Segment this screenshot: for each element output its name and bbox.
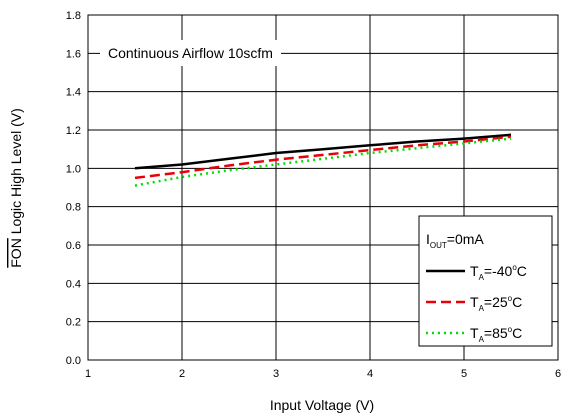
x-tick-label: 4	[367, 368, 373, 380]
x-tick-labels: 1 2 3 4 5 6	[85, 368, 561, 380]
y-tick-label: 0.2	[66, 317, 81, 329]
y-axis-label: FON Logic High Level (V)	[8, 108, 24, 268]
y-tick-label: 1.2	[66, 125, 81, 137]
legend-label-1-main: T	[470, 263, 479, 279]
legend-header-rest: =0mA	[447, 231, 485, 247]
y-tick-label: 0.0	[66, 355, 81, 367]
legend-label-2-sup: o	[508, 294, 513, 303]
series-line-1	[134, 133, 512, 170]
series-lines	[134, 133, 512, 187]
legend-label-1-sub: A	[479, 273, 485, 282]
x-tick-label: 3	[273, 368, 279, 380]
legend-label-3-sub: A	[479, 335, 485, 344]
legend-label-2-main: T	[470, 294, 479, 310]
legend-label-series-1: TA=-40oC	[470, 263, 527, 282]
x-tick-label: 1	[85, 368, 91, 380]
legend-label-3-unit: C	[512, 325, 522, 341]
legend-box	[418, 215, 553, 347]
y-tick-label: 1.8	[66, 10, 81, 22]
legend-header-sub: OUT	[430, 241, 447, 250]
y-tick-label: 0.6	[66, 240, 81, 252]
x-tick-label: 2	[179, 368, 185, 380]
legend-label-series-3: TA=85oC	[470, 325, 522, 344]
legend-label-series-2: TA=25oC	[470, 294, 522, 313]
legend-label-2-value: =25	[484, 294, 508, 310]
legend-label-2-sub: A	[479, 304, 485, 313]
legend-label-3-value: =85	[484, 325, 508, 341]
plot-frame	[87, 14, 559, 361]
y-tick-label: 0.8	[66, 202, 81, 214]
y-axis-label-rest: Logic High Level (V)	[8, 108, 24, 238]
legend-header-main: I	[426, 231, 430, 247]
y-axis-label-overline: FON	[8, 238, 24, 268]
x-tick-label: 5	[461, 368, 467, 380]
legend-label-1-sup: o	[512, 263, 517, 272]
y-tick-label: 1.0	[66, 163, 81, 175]
legend-label-3-main: T	[470, 325, 479, 341]
x-axis-label: Input Voltage (V)	[270, 397, 374, 413]
legend-label-1-unit: C	[517, 263, 527, 279]
legend-label-3-sup: o	[508, 325, 513, 334]
legend-label-2-unit: C	[512, 294, 522, 310]
legend-label-1-value: =-40	[484, 263, 513, 279]
legend: IOUT=0mA TA=-40oC TA=25oC TA=85oC	[418, 215, 553, 347]
y-tick-label: 0.4	[66, 278, 81, 290]
x-tick-label: 6	[555, 368, 561, 380]
annotation: Continuous Airflow 10scfm	[100, 40, 281, 66]
annotation-background	[100, 40, 281, 66]
y-tick-label: 1.6	[66, 48, 81, 60]
y-tick-label: 1.4	[66, 87, 81, 99]
y-tick-labels: 0.0 0.2 0.4 0.6 0.8 1.0 1.2 1.4 1.6 1.8	[66, 10, 81, 367]
legend-header: IOUT=0mA	[426, 231, 484, 250]
annotation-text: Continuous Airflow 10scfm	[108, 45, 273, 61]
series-line-2	[134, 135, 512, 180]
